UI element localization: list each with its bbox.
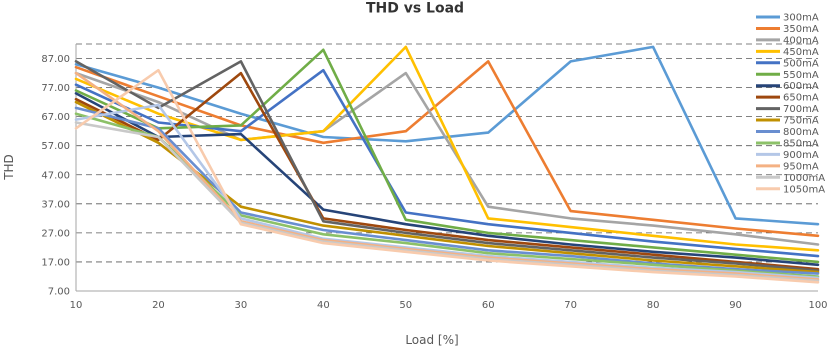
x-axis-label: Load [%]	[405, 333, 458, 347]
legend-item-900mA: 900mA	[756, 150, 819, 161]
series-line-550mA	[74, 48, 820, 264]
legend-item-850mA: 850mA	[756, 138, 819, 149]
legend-label: 800mA	[783, 127, 819, 138]
legend-label: 600mA	[783, 81, 819, 92]
legend-label: 850mA	[783, 138, 819, 149]
y-tick-label: 77.00	[41, 83, 70, 94]
legend-item-700mA: 700mA	[756, 104, 819, 115]
legend-label: 550mA	[783, 70, 819, 81]
x-tick-label: 20	[152, 300, 165, 311]
legend-label: 900mA	[783, 150, 819, 161]
chart-title: THD vs Load	[366, 1, 464, 17]
legend-item-300mA: 300mA	[756, 13, 819, 24]
x-tick-label: 70	[564, 300, 577, 311]
grid	[76, 43, 818, 292]
series-line-650mA	[74, 71, 820, 271]
series-line-300mA	[74, 45, 820, 226]
legend-item-350mA: 350mA	[756, 24, 819, 35]
y-tick-label: 47.00	[41, 170, 70, 181]
legend-label: 450mA	[783, 47, 819, 58]
legend-item-450mA: 450mA	[756, 47, 819, 58]
legend-label: 950mA	[783, 161, 819, 172]
x-axis-ticks: 10 20 30 40 50 60 70 80 90 100	[70, 300, 828, 311]
x-tick-label: 80	[647, 300, 660, 311]
x-tick-label: 40	[317, 300, 330, 311]
y-tick-label: 37.00	[41, 199, 70, 210]
legend-item-750mA: 750mA	[756, 116, 819, 127]
series-line-1050mA	[74, 68, 820, 284]
y-tick-label: 87.00	[41, 54, 70, 65]
y-tick-label: 67.00	[41, 112, 70, 123]
y-tick-label: 17.00	[41, 257, 70, 268]
y-tick-label: 27.00	[41, 228, 70, 239]
x-tick-label: 50	[399, 300, 412, 311]
series-line-350mA	[74, 60, 820, 238]
legend-item-650mA: 650mA	[756, 93, 819, 104]
series-line-600mA	[74, 92, 820, 267]
legend-label: 650mA	[783, 93, 819, 104]
legend-label: 750mA	[783, 116, 819, 127]
y-tick-label: 7.00	[48, 287, 70, 298]
series-line-1000mA	[74, 121, 820, 283]
x-tick-label: 60	[482, 300, 495, 311]
legend-item-950mA: 950mA	[756, 161, 819, 172]
legend: 300mA350mA400mA450mA500mA550mA600mA650mA…	[756, 13, 825, 195]
x-tick-label: 30	[235, 300, 248, 311]
series-line-900mA	[74, 103, 820, 280]
series-line-400mA	[74, 71, 820, 246]
legend-label: 1000mA	[783, 173, 825, 184]
legend-label: 500mA	[783, 58, 819, 69]
y-axis-label: THD	[2, 154, 16, 181]
legend-label: 700mA	[783, 104, 819, 115]
x-tick-label: 10	[70, 300, 83, 311]
legend-label: 1050mA	[783, 184, 825, 195]
y-axis-ticks: 7.00 17.00 27.00 37.00 47.00 57.00 67.00 77.00 8…	[41, 54, 70, 297]
series-line-700mA	[74, 60, 820, 273]
legend-item-1050mA: 1050mA	[756, 184, 825, 195]
series-lines	[74, 45, 820, 284]
legend-item-800mA: 800mA	[756, 127, 819, 138]
legend-item-500mA: 500mA	[756, 58, 819, 69]
x-tick-label: 100	[808, 300, 827, 311]
legend-label: 300mA	[783, 13, 819, 24]
legend-item-550mA: 550mA	[756, 70, 819, 81]
series-line-800mA	[74, 106, 820, 275]
legend-item-600mA: 600mA	[756, 81, 819, 92]
legend-label: 350mA	[783, 24, 819, 35]
y-tick-label: 57.00	[41, 141, 70, 152]
series-line-450mA	[74, 45, 820, 252]
legend-item-400mA: 400mA	[756, 35, 819, 46]
legend-label: 400mA	[783, 35, 819, 46]
x-tick-label: 90	[729, 300, 742, 311]
series-line-950mA	[74, 71, 820, 281]
legend-item-1000mA: 1000mA	[756, 173, 825, 184]
